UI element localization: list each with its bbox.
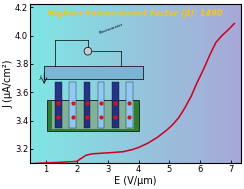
Y-axis label: J (μA/cm²): J (μA/cm²) [3, 60, 13, 108]
Text: Highest Enhancement Factor (β): 1490: Highest Enhancement Factor (β): 1490 [48, 9, 223, 18]
X-axis label: E (V/μm): E (V/μm) [114, 176, 157, 186]
